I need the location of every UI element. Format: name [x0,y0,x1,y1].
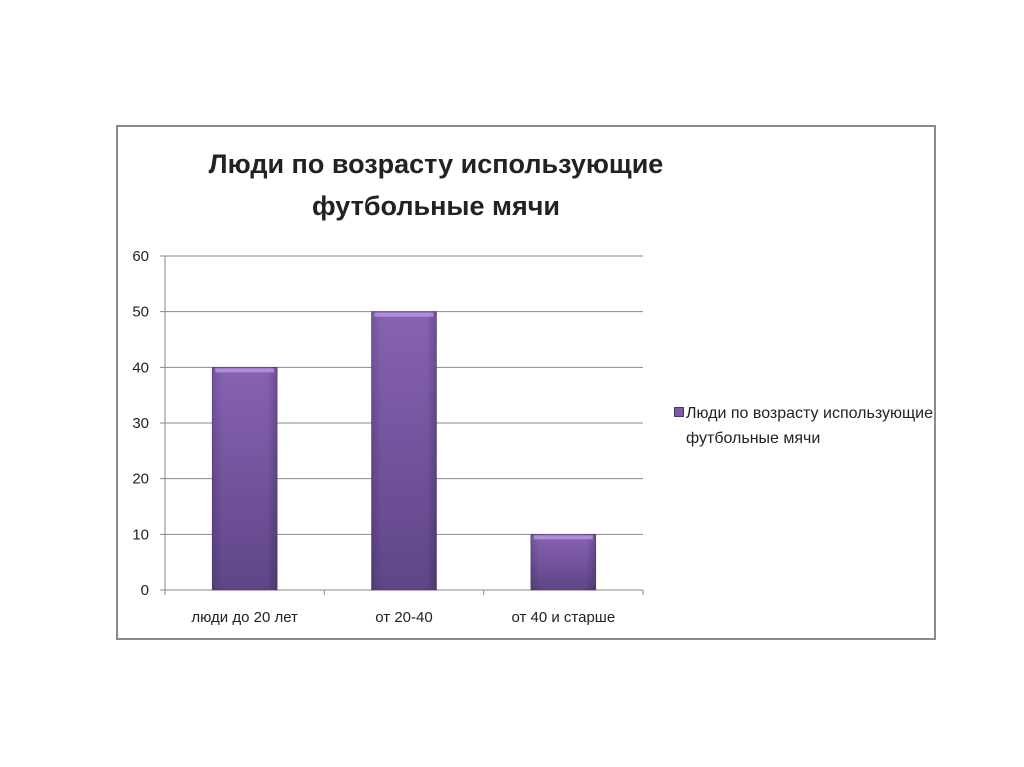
legend-label: Люди по возрасту использующие футбольные… [686,405,933,447]
y-tick-label: 60 [132,248,149,265]
y-tick-label: 20 [132,471,149,488]
chart-title-line-2: футбольные мячи [312,191,560,221]
chart-frame [116,125,936,640]
bar-shade [212,367,278,590]
chart-title-line-1: Люди по возрасту использующие [208,149,664,179]
x-tick-label: от 40 и старше [511,609,615,626]
legend: Люди по возрасту использующие футбольные… [674,401,934,451]
chart-title: Люди по возрасту использующие футбольные… [116,143,756,227]
bar-shade [371,311,437,590]
legend-swatch [674,407,684,417]
y-tick-label: 30 [132,415,149,432]
y-tick-label: 40 [132,359,149,376]
y-tick-label: 10 [132,526,149,543]
y-tick-label: 0 [141,582,149,599]
bar-highlight [215,368,275,373]
bar-shade [530,534,596,590]
bar-highlight [374,312,434,317]
bar-highlight [533,535,593,540]
y-tick-label: 50 [132,304,149,321]
x-tick-label: люди до 20 лет [191,609,298,626]
x-tick-label: от 20-40 [375,609,432,626]
